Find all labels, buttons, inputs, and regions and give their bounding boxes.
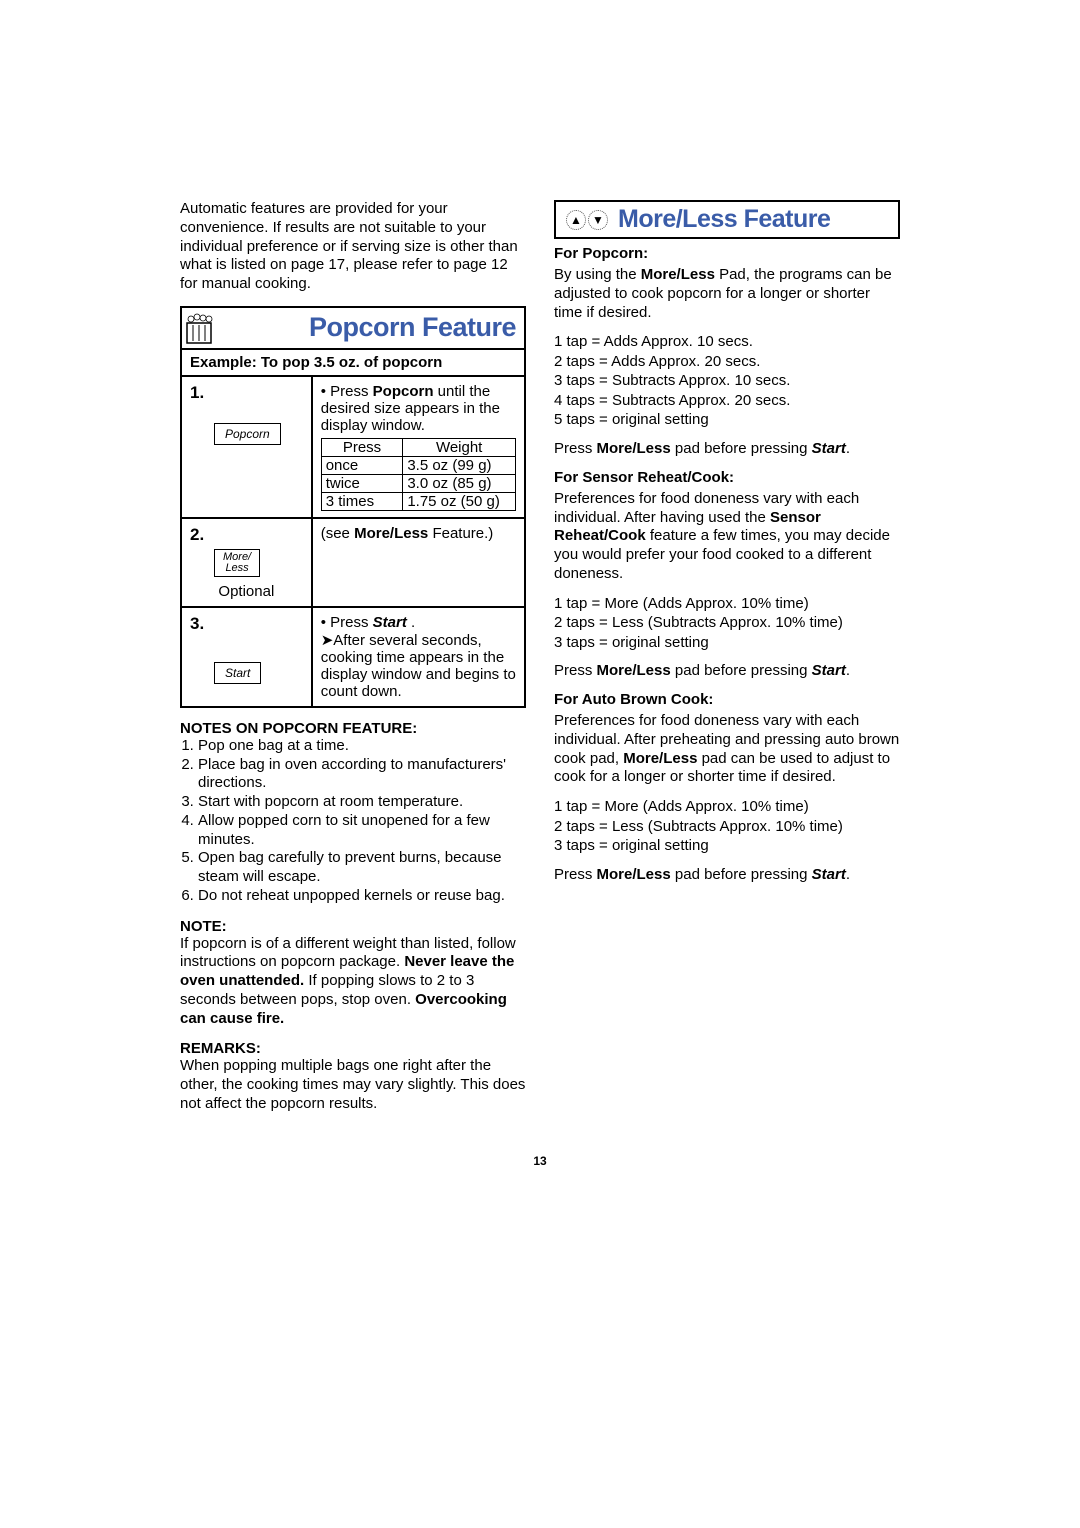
list-item: 3 taps = Subtracts Approx. 10 secs. bbox=[554, 371, 900, 391]
page-columns: Automatic features are provided for your… bbox=[180, 200, 900, 1114]
sensor-tap-list: 1 tap = More (Adds Approx. 10% time) 2 t… bbox=[554, 594, 900, 653]
table-cell: 3.5 oz (99 g) bbox=[403, 456, 516, 474]
example-label: Example: To pop 3.5 oz. of popcorn bbox=[180, 350, 526, 377]
for-sensor-heading: For Sensor Reheat/Cook: bbox=[554, 469, 900, 486]
step-number: 3. bbox=[190, 614, 204, 633]
list-item: Place bag in oven according to manufactu… bbox=[198, 756, 526, 794]
remarks-body: When popping multiple bags one right aft… bbox=[180, 1057, 526, 1113]
list-item: 1 tap = More (Adds Approx. 10% time) bbox=[554, 594, 900, 614]
popcorn-pad-button: Popcorn bbox=[214, 423, 281, 445]
more-less-feature-header: ▲ ▼ More/Less Feature bbox=[554, 200, 900, 239]
weight-table-header: Press bbox=[343, 439, 381, 456]
notes-list: Pop one bag at a time. Place bag in oven… bbox=[180, 737, 526, 906]
popcorn-tap-list: 1 tap = Adds Approx. 10 secs. 2 taps = A… bbox=[554, 332, 900, 430]
weight-table: Press Weight once3.5 oz (99 g) twice3.0 … bbox=[321, 438, 516, 511]
for-popcorn-body: By using the More/Less Pad, the programs… bbox=[554, 266, 900, 322]
list-item: Start with popcorn at room temperature. bbox=[198, 793, 526, 812]
weight-table-header: Weight bbox=[436, 439, 482, 456]
popcorn-feature-title: Popcorn Feature bbox=[228, 312, 518, 343]
press-instruction: Press More/Less pad before pressing Star… bbox=[554, 866, 900, 883]
arrow-icon: ➤ bbox=[321, 632, 334, 649]
note-heading: NOTE: bbox=[180, 918, 526, 935]
list-item: 2 taps = Adds Approx. 20 secs. bbox=[554, 352, 900, 372]
table-cell: 3.0 oz (85 g) bbox=[403, 474, 516, 492]
for-sensor-body: Preferences for food doneness vary with … bbox=[554, 490, 900, 584]
table-row: 1. Popcorn • Press Popcorn until the des… bbox=[181, 377, 525, 518]
popcorn-feature-header: Popcorn Feature bbox=[180, 306, 526, 350]
page-number: 13 bbox=[180, 1154, 900, 1168]
list-item: 4 taps = Subtracts Approx. 20 secs. bbox=[554, 391, 900, 411]
list-item: 2 taps = Less (Subtracts Approx. 10% tim… bbox=[554, 613, 900, 633]
optional-label: Optional bbox=[190, 583, 303, 600]
more-less-pad-button: More/Less bbox=[214, 549, 260, 577]
step3-instruction: • Press Start . bbox=[321, 614, 415, 631]
note-body: If popcorn is of a different weight than… bbox=[180, 935, 526, 1029]
notes-heading: NOTES ON POPCORN FEATURE: bbox=[180, 720, 526, 737]
list-item: Pop one bag at a time. bbox=[198, 737, 526, 756]
for-brown-body: Preferences for food doneness vary with … bbox=[554, 712, 900, 787]
table-cell: twice bbox=[321, 474, 403, 492]
step3-sub: After several seconds, cooking time appe… bbox=[321, 632, 516, 700]
table-row: 2. More/Less Optional (see More/Less Fea… bbox=[181, 518, 525, 607]
more-less-title: More/Less Feature bbox=[616, 205, 892, 234]
list-item: 3 taps = original setting bbox=[554, 633, 900, 653]
step-number: 2. bbox=[190, 525, 204, 544]
step2-instruction: (see More/Less Feature.) bbox=[321, 525, 494, 542]
list-item: 5 taps = original setting bbox=[554, 410, 900, 430]
more-less-icon: ▲ ▼ bbox=[562, 210, 608, 230]
step1-instruction: • Press Popcorn until the desired size a… bbox=[321, 383, 500, 434]
table-cell: 3 times bbox=[321, 492, 403, 510]
list-item: 1 tap = More (Adds Approx. 10% time) bbox=[554, 797, 900, 817]
intro-text: Automatic features are provided for your… bbox=[180, 200, 526, 294]
list-item: 1 tap = Adds Approx. 10 secs. bbox=[554, 332, 900, 352]
left-column: Automatic features are provided for your… bbox=[180, 200, 526, 1114]
right-column: ▲ ▼ More/Less Feature For Popcorn: By us… bbox=[554, 200, 900, 1114]
list-item: Do not reheat unpopped kernels or reuse … bbox=[198, 887, 526, 906]
press-instruction: Press More/Less pad before pressing Star… bbox=[554, 662, 900, 679]
table-cell: once bbox=[321, 456, 403, 474]
press-instruction: Press More/Less pad before pressing Star… bbox=[554, 440, 900, 457]
start-pad-button: Start bbox=[214, 662, 261, 684]
list-item: 2 taps = Less (Subtracts Approx. 10% tim… bbox=[554, 817, 900, 837]
for-brown-heading: For Auto Brown Cook: bbox=[554, 691, 900, 708]
popcorn-steps-table: 1. Popcorn • Press Popcorn until the des… bbox=[180, 377, 526, 708]
table-row: 3. Start • Press Start . ➤After several … bbox=[181, 607, 525, 707]
brown-tap-list: 1 tap = More (Adds Approx. 10% time) 2 t… bbox=[554, 797, 900, 856]
popcorn-icon bbox=[182, 310, 220, 346]
step-number: 1. bbox=[190, 383, 204, 402]
for-popcorn-heading: For Popcorn: bbox=[554, 245, 900, 262]
list-item: Open bag carefully to prevent burns, bec… bbox=[198, 849, 526, 887]
table-cell: 1.75 oz (50 g) bbox=[403, 492, 516, 510]
list-item: Allow popped corn to sit unopened for a … bbox=[198, 812, 526, 850]
list-item: 3 taps = original setting bbox=[554, 836, 900, 856]
remarks-heading: REMARKS: bbox=[180, 1040, 526, 1057]
